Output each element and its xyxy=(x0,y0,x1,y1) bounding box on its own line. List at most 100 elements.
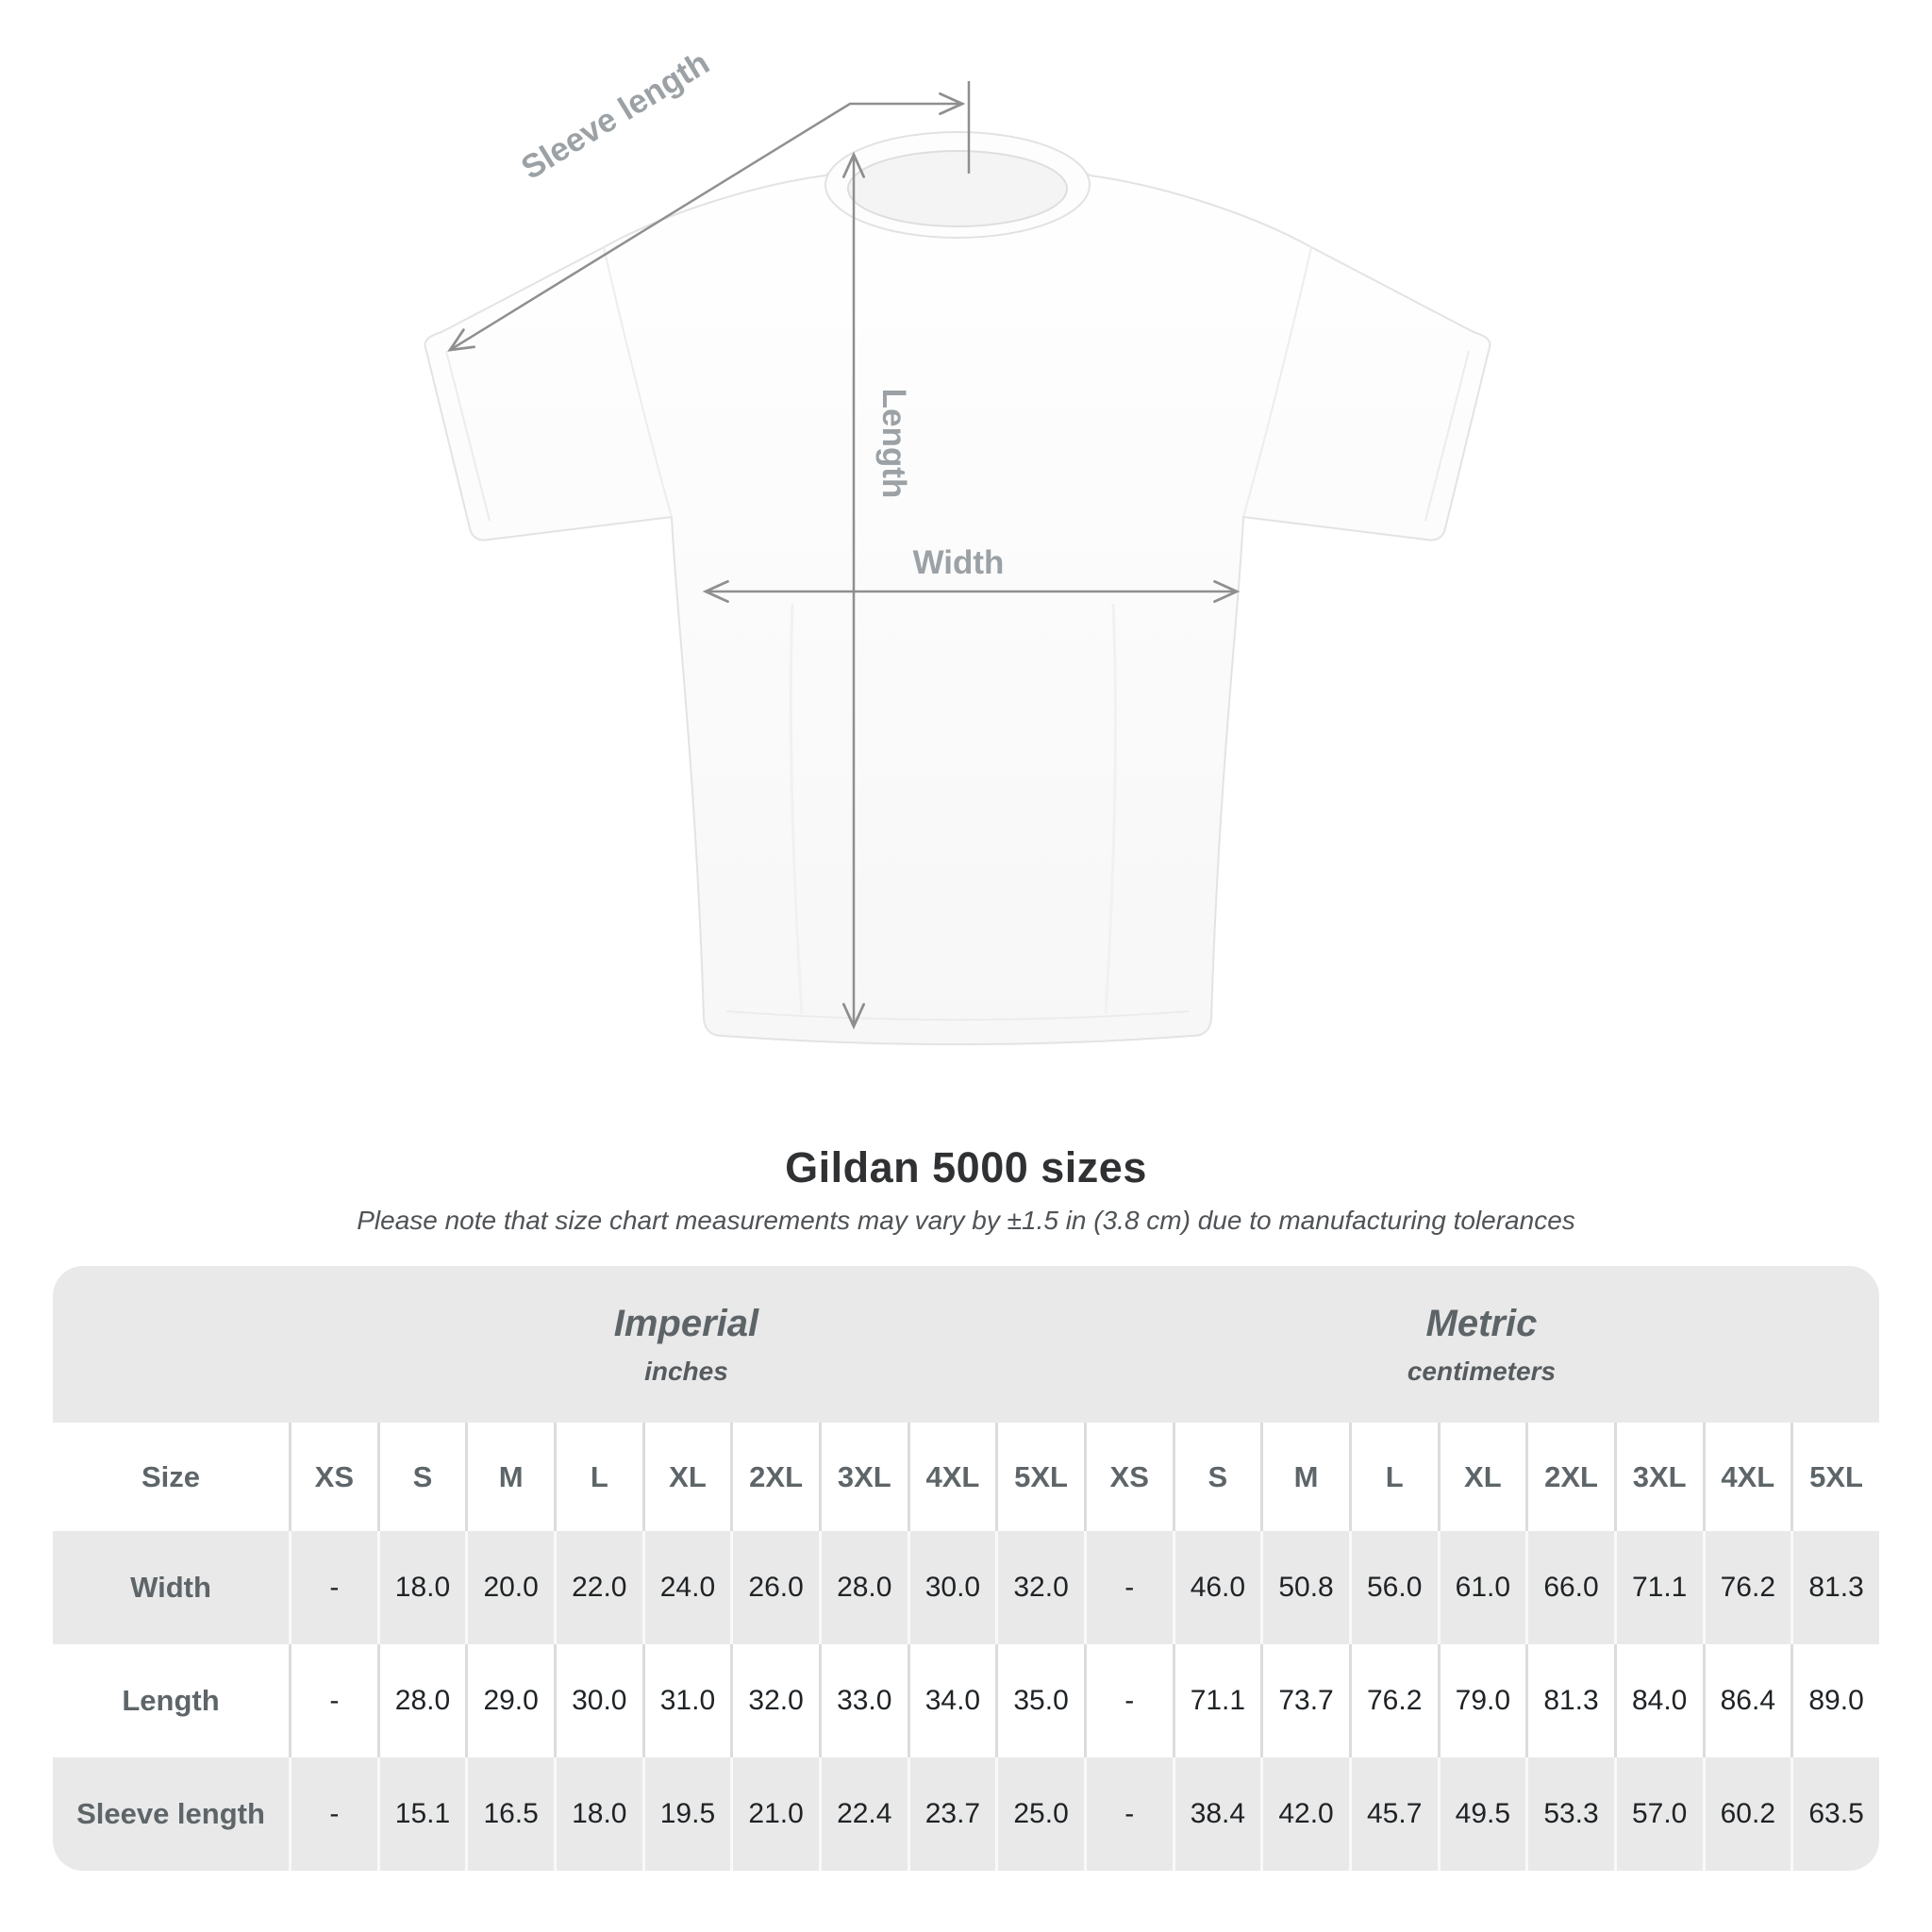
size-col-header-metric-xs: XS xyxy=(1083,1423,1173,1531)
cell-imperial-length-7: 34.0 xyxy=(907,1644,996,1757)
metric-label: Metric xyxy=(1425,1302,1538,1344)
unit-band-row: Imperial inches Metric centimeters xyxy=(53,1266,1879,1423)
size-col-header-metric-4xl: 4XL xyxy=(1702,1423,1791,1531)
cell-metric-length-1: 71.1 xyxy=(1172,1644,1261,1757)
cell-imperial-width-3: 22.0 xyxy=(553,1531,642,1644)
size-col-header-imperial-m: M xyxy=(465,1423,554,1531)
cell-imperial-width-5: 26.0 xyxy=(730,1531,819,1644)
cell-imperial-length-5: 32.0 xyxy=(730,1644,819,1757)
cell-metric-width-6: 71.1 xyxy=(1613,1531,1703,1644)
cell-imperial-sleeve-length-1: 15.1 xyxy=(376,1757,466,1871)
size-col-header-imperial-xl: XL xyxy=(641,1423,731,1531)
metric-band: Metric centimeters xyxy=(1083,1266,1879,1423)
cell-imperial-width-2: 20.0 xyxy=(465,1531,554,1644)
cell-metric-length-8: 89.0 xyxy=(1790,1644,1879,1757)
size-col-header-imperial-xs: XS xyxy=(289,1423,377,1531)
cell-metric-width-3: 56.0 xyxy=(1348,1531,1438,1644)
cell-imperial-width-8: 32.0 xyxy=(995,1531,1084,1644)
cell-imperial-length-4: 31.0 xyxy=(641,1644,731,1757)
cell-imperial-width-1: 18.0 xyxy=(376,1531,466,1644)
size-col-header-metric-3xl: 3XL xyxy=(1613,1423,1703,1531)
cell-metric-length-3: 76.2 xyxy=(1348,1644,1438,1757)
size-col-header-imperial-s: S xyxy=(376,1423,466,1531)
cell-metric-width-7: 76.2 xyxy=(1702,1531,1791,1644)
cell-metric-sleeve-length-6: 57.0 xyxy=(1613,1757,1703,1871)
cell-metric-width-1: 46.0 xyxy=(1172,1531,1261,1644)
cell-imperial-sleeve-length-6: 22.4 xyxy=(818,1757,908,1871)
size-chart-section: Gildan 5000 sizes Please note that size … xyxy=(0,1143,1932,1871)
size-col-header-imperial-2xl: 2XL xyxy=(730,1423,819,1531)
band-corner-spacer xyxy=(53,1266,289,1423)
width-label: Width xyxy=(913,544,1005,581)
cell-metric-length-0: - xyxy=(1083,1644,1173,1757)
tshirt-illustration xyxy=(424,131,1491,1045)
imperial-label: Imperial xyxy=(613,1302,759,1344)
tshirt-measurement-diagram: Sleeve length Length Width xyxy=(424,44,1491,1045)
cell-metric-length-4: 79.0 xyxy=(1437,1644,1526,1757)
size-col-header-imperial-5xl: 5XL xyxy=(995,1423,1084,1531)
measurement-row-width: Width -18.0 20.0 22.0 24.0 26.0 28.0 30.0 32.0-4… xyxy=(53,1531,1879,1644)
size-col-header-imperial-4xl: 4XL xyxy=(907,1423,996,1531)
cell-imperial-sleeve-length-3: 18.0 xyxy=(553,1757,642,1871)
imperial-band: Imperial inches xyxy=(289,1266,1084,1423)
size-col-header-imperial-3xl: 3XL xyxy=(818,1423,908,1531)
measurement-row-length: Length -28.0 29.0 30.0 31.0 32.0 33.0 34.0 35.0-… xyxy=(53,1644,1879,1757)
metric-unit-label: centimeters xyxy=(1407,1356,1557,1386)
cell-imperial-width-4: 24.0 xyxy=(641,1531,731,1644)
collar-opening xyxy=(847,150,1068,227)
cell-imperial-sleeve-length-7: 23.7 xyxy=(907,1757,996,1871)
cell-imperial-width-0: - xyxy=(289,1531,377,1644)
size-chart-table: Imperial inches Metric centimeters Size … xyxy=(53,1266,1879,1871)
cell-imperial-length-1: 28.0 xyxy=(376,1644,466,1757)
cell-metric-sleeve-length-0: - xyxy=(1083,1757,1173,1871)
cell-imperial-sleeve-length-5: 21.0 xyxy=(730,1757,819,1871)
cell-imperial-length-6: 33.0 xyxy=(818,1644,908,1757)
cell-imperial-sleeve-length-4: 19.5 xyxy=(641,1757,731,1871)
sleeve-length-label: Sleeve length xyxy=(515,44,716,187)
size-col-header-metric-s: S xyxy=(1172,1423,1261,1531)
tolerance-note: Please note that size chart measurements… xyxy=(357,1206,1575,1235)
cell-imperial-length-2: 29.0 xyxy=(465,1644,554,1757)
row-label: Length xyxy=(53,1644,289,1757)
cell-imperial-length-8: 35.0 xyxy=(995,1644,1084,1757)
cell-imperial-length-0: - xyxy=(289,1644,377,1757)
row-label: Width xyxy=(53,1531,289,1644)
cell-metric-width-5: 66.0 xyxy=(1525,1531,1614,1644)
cell-metric-length-6: 84.0 xyxy=(1613,1644,1703,1757)
cell-metric-sleeve-length-1: 38.4 xyxy=(1172,1757,1261,1871)
size-col-header-metric-5xl: 5XL xyxy=(1790,1423,1879,1531)
page-title: Gildan 5000 sizes xyxy=(785,1143,1147,1191)
cell-metric-length-2: 73.7 xyxy=(1260,1644,1349,1757)
cell-metric-sleeve-length-3: 45.7 xyxy=(1348,1757,1438,1871)
cell-metric-width-2: 50.8 xyxy=(1260,1531,1349,1644)
cell-metric-sleeve-length-4: 49.5 xyxy=(1437,1757,1526,1871)
measurement-arrows xyxy=(447,81,1241,1030)
cell-metric-length-7: 86.4 xyxy=(1702,1644,1791,1757)
cell-metric-width-8: 81.3 xyxy=(1790,1531,1879,1644)
cell-imperial-width-6: 28.0 xyxy=(818,1531,908,1644)
cell-imperial-width-7: 30.0 xyxy=(907,1531,996,1644)
row-label: Sleeve length xyxy=(53,1757,289,1871)
cell-metric-width-0: - xyxy=(1083,1531,1173,1644)
cell-metric-sleeve-length-7: 60.2 xyxy=(1702,1757,1791,1871)
cell-metric-sleeve-length-8: 63.5 xyxy=(1790,1757,1879,1871)
cell-metric-length-5: 81.3 xyxy=(1525,1644,1614,1757)
cell-metric-sleeve-length-5: 53.3 xyxy=(1525,1757,1614,1871)
cell-imperial-sleeve-length-0: - xyxy=(289,1757,377,1871)
size-col-header-metric-xl: XL xyxy=(1437,1423,1526,1531)
size-col-header-metric-m: M xyxy=(1260,1423,1349,1531)
size-col-header-imperial-l: L xyxy=(553,1423,642,1531)
cell-imperial-length-3: 30.0 xyxy=(553,1644,642,1757)
length-label: Length xyxy=(875,389,912,499)
measurement-row-sleeve-length: Sleeve length -15.1 16.5 18.0 19.5 21.0 22.4 23… xyxy=(53,1757,1879,1871)
sleeve-length-arrow xyxy=(447,92,966,352)
size-column-header: Size xyxy=(53,1423,289,1531)
cell-metric-width-4: 61.0 xyxy=(1437,1531,1526,1644)
cell-metric-sleeve-length-2: 42.0 xyxy=(1260,1757,1349,1871)
cell-imperial-sleeve-length-8: 25.0 xyxy=(995,1757,1084,1871)
size-col-header-metric-l: L xyxy=(1348,1423,1438,1531)
cell-imperial-sleeve-length-2: 16.5 xyxy=(465,1757,554,1871)
imperial-unit-label: inches xyxy=(644,1356,728,1386)
size-col-header-metric-2xl: 2XL xyxy=(1525,1423,1614,1531)
